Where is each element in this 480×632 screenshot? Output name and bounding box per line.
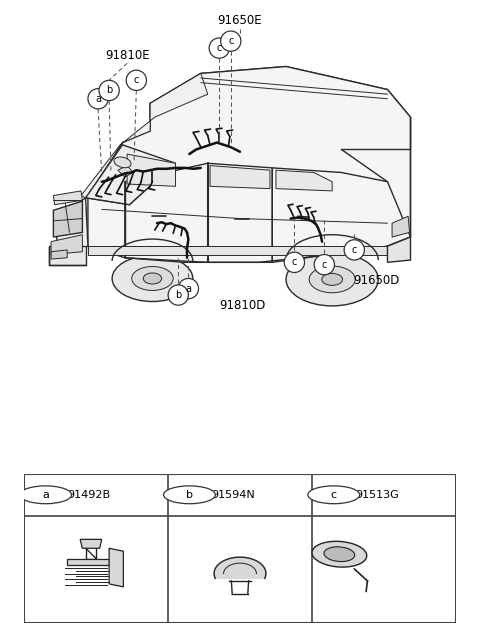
Circle shape — [308, 486, 360, 504]
Polygon shape — [53, 191, 83, 205]
Circle shape — [178, 279, 199, 299]
Ellipse shape — [114, 157, 131, 167]
Polygon shape — [150, 66, 410, 149]
Text: 91650E: 91650E — [218, 15, 262, 27]
Text: 91810E: 91810E — [105, 49, 149, 62]
Polygon shape — [85, 145, 176, 205]
Ellipse shape — [309, 266, 355, 293]
Polygon shape — [51, 234, 83, 255]
Polygon shape — [127, 154, 176, 186]
Text: b: b — [175, 290, 181, 300]
Polygon shape — [67, 559, 109, 564]
Polygon shape — [88, 66, 410, 262]
Text: 91513G: 91513G — [355, 490, 399, 500]
Polygon shape — [51, 250, 67, 259]
Ellipse shape — [286, 253, 378, 306]
Text: 91492B: 91492B — [67, 490, 110, 500]
Text: c: c — [228, 36, 233, 46]
Polygon shape — [109, 548, 123, 587]
Circle shape — [88, 88, 108, 109]
Text: 91594N: 91594N — [211, 490, 255, 500]
Circle shape — [284, 252, 304, 272]
Ellipse shape — [324, 547, 355, 562]
Text: c: c — [292, 257, 297, 267]
Text: a: a — [42, 490, 49, 500]
Circle shape — [209, 38, 229, 58]
Text: b: b — [186, 490, 193, 500]
Text: c: c — [322, 260, 327, 270]
Text: c: c — [216, 43, 222, 53]
Circle shape — [164, 486, 216, 504]
Text: c: c — [351, 245, 357, 255]
Polygon shape — [387, 237, 410, 262]
Circle shape — [126, 70, 146, 90]
Polygon shape — [88, 246, 387, 255]
Polygon shape — [53, 201, 83, 237]
Polygon shape — [118, 166, 133, 177]
Polygon shape — [214, 557, 266, 578]
Polygon shape — [49, 246, 85, 265]
Polygon shape — [122, 131, 208, 163]
Text: c: c — [331, 490, 337, 500]
Ellipse shape — [112, 255, 193, 301]
Text: 91810D: 91810D — [219, 299, 265, 312]
Polygon shape — [392, 216, 409, 237]
Text: a: a — [185, 284, 192, 294]
Polygon shape — [80, 539, 102, 548]
Ellipse shape — [312, 541, 367, 567]
Circle shape — [314, 255, 335, 275]
Ellipse shape — [132, 267, 173, 291]
Polygon shape — [81, 73, 208, 198]
Polygon shape — [276, 170, 332, 191]
Ellipse shape — [322, 274, 343, 286]
Circle shape — [344, 240, 364, 260]
Ellipse shape — [143, 273, 162, 284]
Text: b: b — [106, 85, 112, 95]
Text: a: a — [95, 94, 101, 104]
Polygon shape — [56, 198, 88, 258]
Text: 91650D: 91650D — [353, 274, 399, 287]
Polygon shape — [341, 104, 406, 154]
Circle shape — [99, 80, 119, 100]
Circle shape — [20, 486, 72, 504]
Text: c: c — [133, 75, 139, 85]
Circle shape — [221, 31, 241, 51]
Circle shape — [168, 285, 188, 305]
Polygon shape — [210, 166, 270, 188]
